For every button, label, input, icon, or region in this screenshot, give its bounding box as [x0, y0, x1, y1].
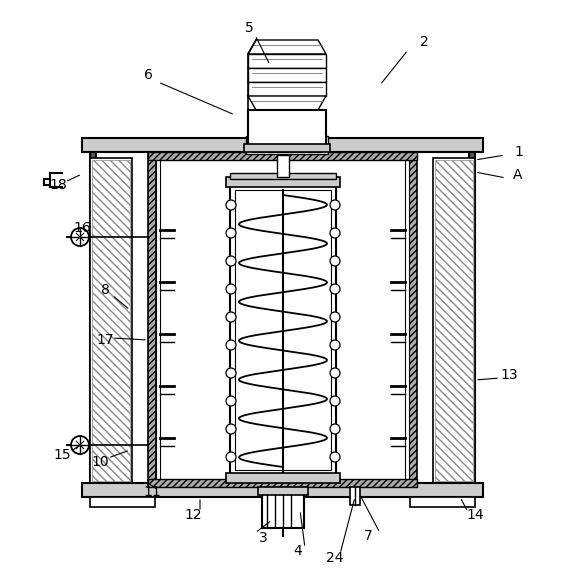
- Bar: [262, 493, 304, 528]
- Circle shape: [226, 284, 236, 294]
- Text: 15: 15: [53, 448, 71, 462]
- Polygon shape: [248, 96, 326, 110]
- Bar: [230, 173, 336, 179]
- Circle shape: [226, 256, 236, 266]
- Bar: [160, 160, 405, 479]
- Text: 2: 2: [419, 35, 428, 49]
- Text: 1: 1: [515, 145, 524, 159]
- Bar: [148, 479, 417, 487]
- Bar: [246, 136, 328, 154]
- Bar: [235, 190, 331, 470]
- Bar: [410, 497, 475, 507]
- Text: 24: 24: [326, 551, 344, 565]
- Bar: [277, 155, 289, 177]
- Circle shape: [71, 436, 89, 454]
- Polygon shape: [248, 82, 326, 96]
- Text: 17: 17: [96, 333, 114, 347]
- Bar: [90, 158, 132, 483]
- Circle shape: [226, 228, 236, 238]
- Circle shape: [226, 312, 236, 322]
- Text: 4: 4: [294, 544, 302, 558]
- Bar: [148, 152, 417, 160]
- Bar: [90, 148, 96, 483]
- Circle shape: [226, 368, 236, 378]
- Bar: [350, 487, 360, 505]
- Bar: [433, 158, 475, 483]
- Bar: [226, 177, 340, 187]
- Text: 13: 13: [500, 368, 518, 382]
- Text: 5: 5: [245, 21, 253, 35]
- Polygon shape: [248, 68, 326, 82]
- Circle shape: [330, 284, 340, 294]
- Circle shape: [226, 396, 236, 406]
- Bar: [469, 148, 475, 483]
- Text: 3: 3: [258, 531, 267, 545]
- Bar: [82, 483, 483, 497]
- Bar: [248, 110, 326, 148]
- Bar: [156, 158, 160, 481]
- Bar: [435, 160, 473, 481]
- Text: 14: 14: [466, 508, 484, 522]
- Bar: [405, 158, 409, 481]
- Polygon shape: [248, 40, 326, 54]
- Circle shape: [226, 340, 236, 350]
- Text: 18: 18: [49, 178, 67, 192]
- Bar: [258, 487, 308, 495]
- Bar: [148, 152, 156, 487]
- Text: 7: 7: [364, 529, 372, 543]
- Circle shape: [226, 452, 236, 462]
- Circle shape: [71, 228, 89, 246]
- Circle shape: [330, 256, 340, 266]
- Bar: [244, 144, 330, 152]
- Text: A: A: [513, 168, 523, 182]
- Text: 6: 6: [144, 68, 153, 82]
- Text: 12: 12: [184, 508, 202, 522]
- Bar: [82, 138, 483, 152]
- Circle shape: [330, 368, 340, 378]
- Bar: [409, 152, 417, 487]
- Text: 8: 8: [101, 283, 109, 297]
- Circle shape: [330, 396, 340, 406]
- Circle shape: [226, 200, 236, 210]
- Bar: [226, 473, 340, 483]
- Bar: [252, 138, 322, 152]
- Bar: [230, 185, 336, 475]
- Circle shape: [330, 424, 340, 434]
- Text: 11: 11: [143, 485, 161, 499]
- Text: 16: 16: [73, 221, 91, 235]
- Polygon shape: [248, 54, 326, 68]
- Text: 10: 10: [91, 455, 109, 469]
- Circle shape: [330, 312, 340, 322]
- Circle shape: [330, 340, 340, 350]
- Circle shape: [226, 424, 236, 434]
- Circle shape: [330, 452, 340, 462]
- Bar: [90, 497, 155, 507]
- Circle shape: [330, 228, 340, 238]
- Circle shape: [330, 200, 340, 210]
- Bar: [92, 160, 130, 481]
